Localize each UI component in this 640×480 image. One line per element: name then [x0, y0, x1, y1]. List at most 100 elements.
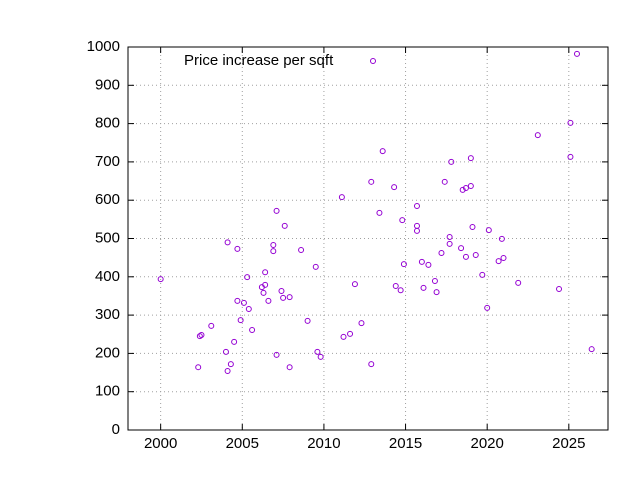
data-point — [358, 320, 365, 327]
data-point — [438, 250, 445, 257]
data-point — [312, 263, 319, 270]
data-point — [340, 333, 347, 340]
y-tick-label: 200 — [95, 344, 120, 361]
data-point — [157, 276, 164, 283]
data-point — [234, 297, 241, 304]
data-point — [208, 322, 215, 329]
x-tick-label: 2025 — [552, 435, 585, 452]
data-point — [418, 258, 425, 265]
data-point — [376, 209, 383, 216]
data-point — [240, 299, 247, 306]
data-point — [498, 235, 505, 242]
data-point — [433, 289, 440, 296]
data-point — [484, 304, 491, 311]
y-tick-label: 800 — [95, 115, 120, 132]
data-point — [368, 178, 375, 185]
legend-marker — [370, 58, 376, 64]
data-point — [286, 364, 293, 371]
data-point — [281, 222, 288, 229]
x-tick-label: 2000 — [144, 435, 177, 452]
data-point — [567, 119, 574, 126]
data-point — [198, 332, 205, 339]
data-point — [391, 184, 398, 191]
x-tick-label: 2010 — [307, 435, 340, 452]
data-point — [298, 246, 305, 253]
data-point — [448, 158, 455, 165]
data-point — [425, 261, 432, 268]
data-point — [244, 274, 251, 281]
data-point — [222, 348, 229, 355]
data-point — [262, 281, 269, 288]
data-point — [472, 251, 479, 258]
y-tick-label: 100 — [95, 383, 120, 400]
data-point — [413, 202, 420, 209]
data-point — [234, 245, 241, 252]
data-point — [317, 353, 324, 360]
data-point — [400, 261, 407, 268]
data-point — [567, 153, 574, 160]
data-point — [462, 184, 469, 191]
data-point — [495, 258, 502, 265]
y-tick-label: 300 — [95, 306, 120, 323]
y-tick-label: 1000 — [87, 38, 120, 55]
data-point — [446, 233, 453, 240]
data-point — [351, 281, 358, 288]
data-point — [304, 317, 311, 324]
data-point — [278, 287, 285, 294]
data-point — [458, 245, 465, 252]
data-point — [431, 278, 438, 285]
data-point — [479, 271, 486, 278]
data-point — [280, 294, 287, 301]
data-point — [314, 348, 321, 355]
data-point — [195, 364, 202, 371]
data-point — [515, 279, 522, 286]
y-tick-label: 0 — [112, 421, 120, 438]
data-point — [260, 289, 267, 296]
x-tick-label: 2015 — [389, 435, 422, 452]
data-point — [573, 50, 580, 57]
data-point — [397, 287, 404, 294]
x-tick-label: 2020 — [470, 435, 503, 452]
data-point — [500, 255, 507, 262]
data-point — [588, 346, 595, 353]
data-point — [534, 132, 541, 139]
data-point — [399, 217, 406, 224]
data-point — [265, 297, 272, 304]
data-point — [273, 207, 280, 214]
data-point — [249, 327, 256, 334]
data-point — [231, 338, 238, 345]
data-point — [379, 148, 386, 155]
y-tick-label: 400 — [95, 268, 120, 285]
data-point — [469, 224, 476, 231]
data-point — [368, 361, 375, 368]
data-point — [227, 361, 234, 368]
data-point — [441, 178, 448, 185]
y-tick-label: 600 — [95, 191, 120, 208]
x-tick-label: 2005 — [226, 435, 259, 452]
data-point — [262, 269, 269, 276]
data-point — [446, 240, 453, 247]
data-point — [467, 183, 474, 190]
y-tick-label: 700 — [95, 153, 120, 170]
data-point — [347, 330, 354, 337]
data-point — [413, 227, 420, 234]
data-point — [237, 317, 244, 324]
data-point — [270, 242, 277, 249]
y-tick-label: 500 — [95, 229, 120, 246]
data-point — [392, 282, 399, 289]
data-point — [467, 155, 474, 162]
data-point — [420, 284, 427, 291]
data-point — [270, 248, 277, 255]
data-point — [224, 239, 231, 246]
data-point — [286, 294, 293, 301]
data-point — [273, 351, 280, 358]
legend-label: Price increase per sqft — [184, 52, 334, 69]
y-tick-label: 900 — [95, 76, 120, 93]
data-point — [556, 286, 563, 293]
data-point — [338, 194, 345, 201]
data-point — [224, 368, 231, 375]
data-point — [485, 227, 492, 234]
data-point — [462, 253, 469, 260]
data-point — [245, 305, 252, 312]
